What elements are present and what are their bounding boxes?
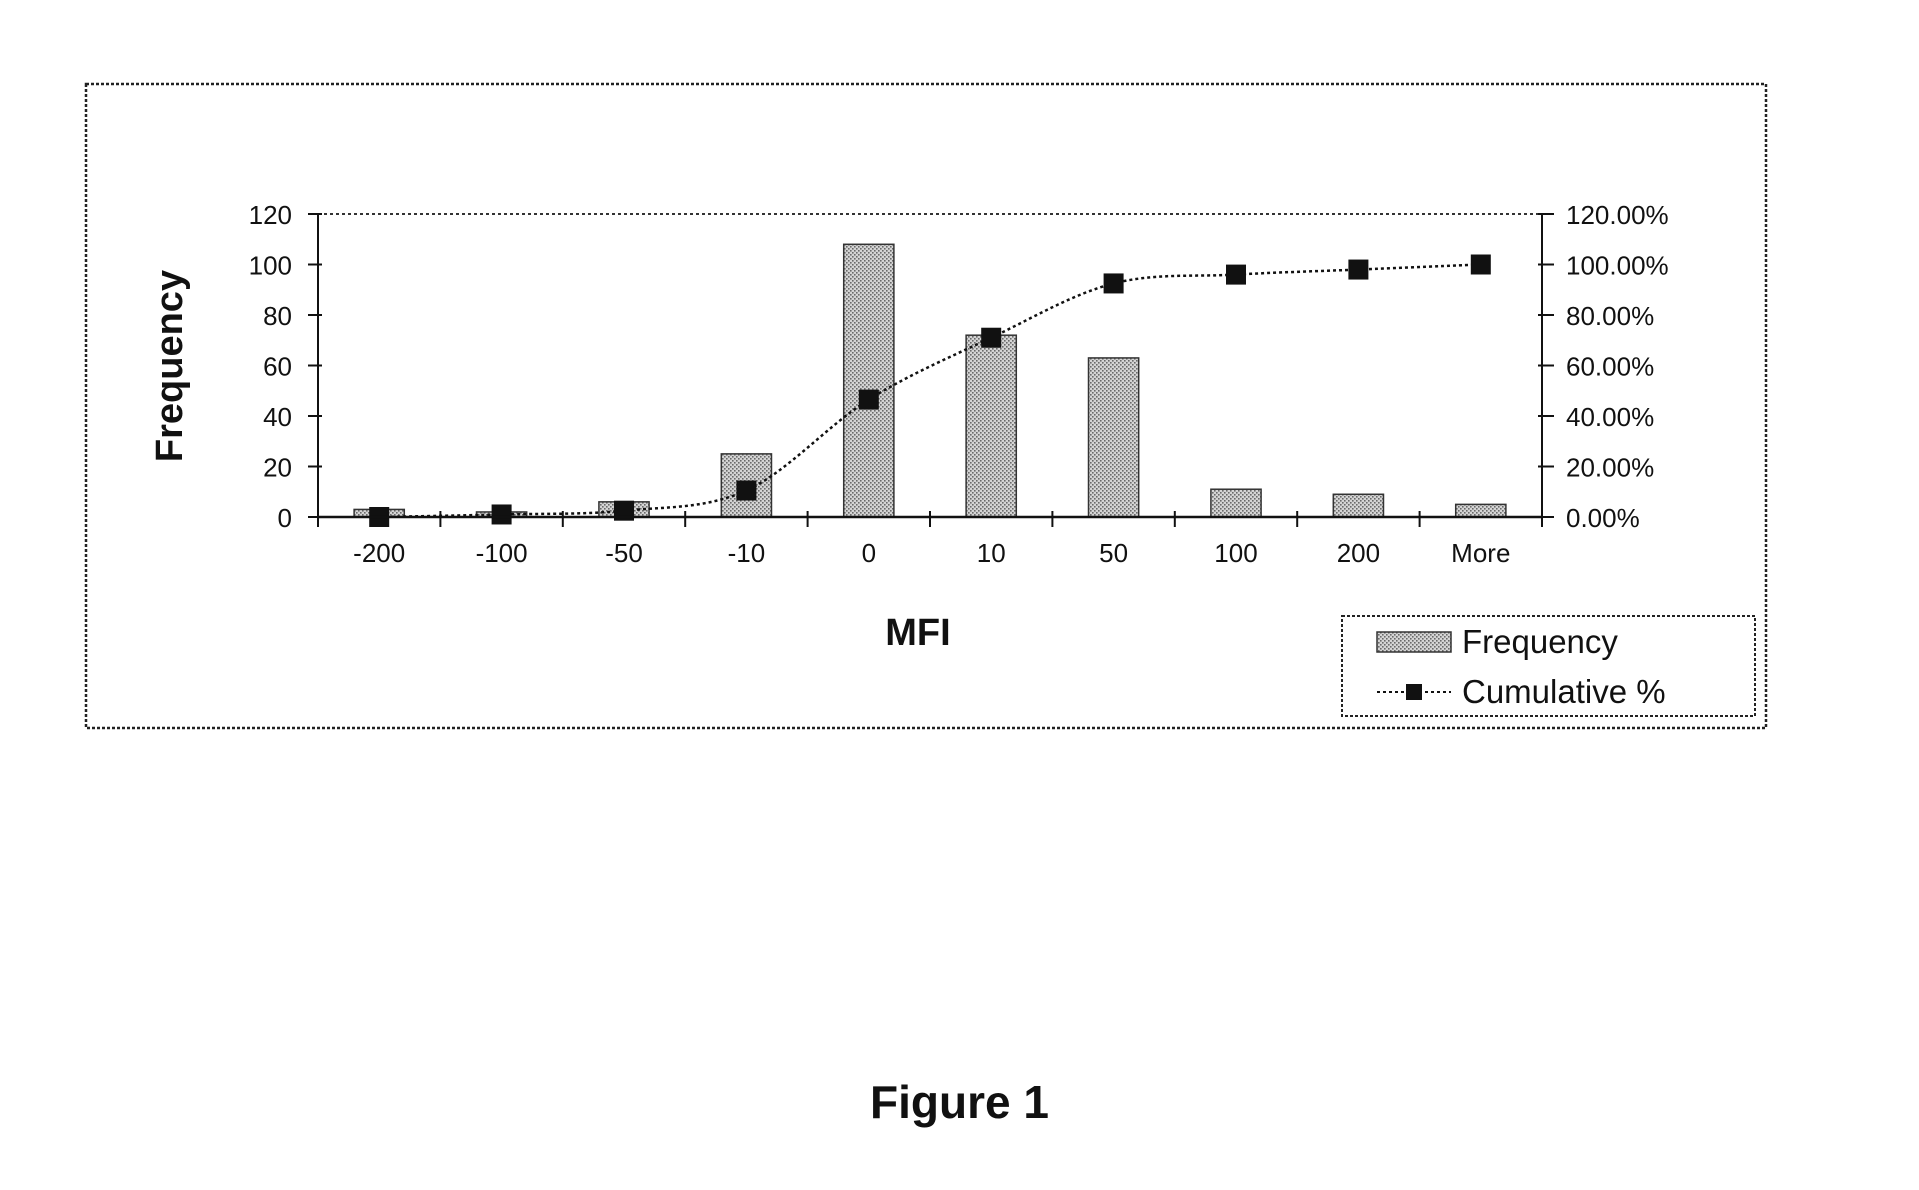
bar-50 [1089,358,1139,517]
legend-frequency-label: Frequency [1462,623,1618,660]
x-tick-label-0: 0 [862,538,876,568]
bar-100 [1211,489,1261,517]
cumulative-marker-200 [1348,260,1368,280]
x-tick-label-More: More [1451,538,1510,568]
y-tick-label-40: 40 [263,402,292,432]
y-tick-label-60: 60 [263,352,292,382]
legend-frequency-swatch [1377,632,1451,652]
x-tick-label-200: 200 [1337,538,1380,568]
y-tick-label-20: 20 [263,453,292,483]
cumulative-marker-50 [1104,273,1124,293]
x-tick-label--10: -10 [728,538,766,568]
y-tick-label-120: 120 [249,200,292,230]
x-tick-label--200: -200 [353,538,405,568]
cumulative-marker-0 [859,390,879,410]
y-axis-title: Frequency [149,270,191,462]
x-tick-label-10: 10 [977,538,1006,568]
x-tick-label-50: 50 [1099,538,1128,568]
legend-cumulative-marker [1406,684,1422,700]
y2-tick-label-0: 0.00% [1566,503,1640,533]
cumulative-marker-100 [1226,265,1246,285]
figure-caption: Figure 1 [0,1075,1919,1129]
legend-cumulative-label: Cumulative % [1462,673,1666,710]
y2-tick-label-4: 80.00% [1566,301,1654,331]
x-axis-title: MFI [885,612,950,654]
cumulative-marker--10 [736,480,756,500]
y-tick-label-0: 0 [278,503,292,533]
cumulative-marker--100 [492,504,512,524]
bar-0 [844,244,894,517]
bar-More [1456,504,1506,517]
x-tick-label--50: -50 [605,538,643,568]
y2-tick-label-1: 20.00% [1566,453,1654,483]
cumulative-marker-10 [981,328,1001,348]
bar-10 [966,335,1016,517]
y2-tick-label-6: 120.00% [1566,200,1669,230]
x-tick-label--100: -100 [476,538,528,568]
y2-tick-label-3: 60.00% [1566,352,1654,382]
y2-tick-label-5: 100.00% [1566,251,1669,281]
y-tick-label-80: 80 [263,301,292,331]
legend: Frequency Cumulative % [1342,616,1755,716]
x-tick-label-100: 100 [1214,538,1257,568]
bar-200 [1333,494,1383,517]
y2-tick-label-2: 40.00% [1566,402,1654,432]
cumulative-marker-More [1471,255,1491,275]
y-tick-label-100: 100 [249,251,292,281]
